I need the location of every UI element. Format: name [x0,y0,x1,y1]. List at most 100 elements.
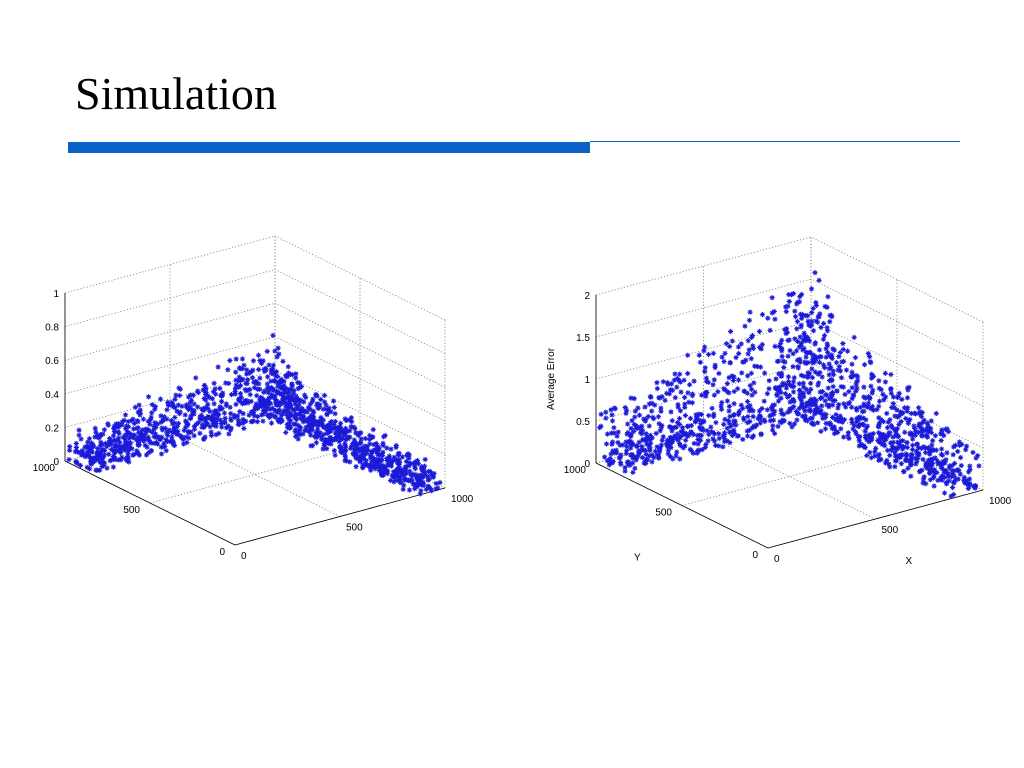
data-point [939,427,945,433]
data-point [906,457,913,463]
data-point [735,377,742,383]
data-point [803,386,809,392]
data-point [887,464,893,470]
data-point [789,383,795,390]
data-point [155,434,161,440]
data-point [295,379,301,386]
data-point [914,441,920,448]
data-point [841,434,847,440]
data-point [218,406,224,412]
data-point [750,414,756,420]
data-point [867,449,873,456]
data-point [174,408,180,414]
data-point [612,450,618,456]
data-point [783,304,789,310]
data-point [671,377,677,383]
data-point [813,408,819,414]
data-point [934,469,940,476]
data-point [783,330,789,337]
data-point [622,404,628,411]
data-point [862,395,868,401]
data-point [696,352,702,358]
data-point [644,441,650,447]
data-point [912,425,918,432]
data-point [699,447,705,453]
data-point [867,354,873,360]
data-point [122,435,128,441]
data-point [813,398,819,404]
data-point [76,449,82,456]
data-point [804,400,810,406]
data-point [882,379,889,385]
data-point [801,330,807,336]
data-point [270,371,276,377]
data-point [841,417,848,423]
data-point [911,410,918,416]
data-point [295,431,301,438]
data-point [99,463,105,470]
data-point [391,479,397,485]
data-point [607,459,613,465]
data-point [782,359,788,365]
data-point [836,353,842,360]
data-point [794,417,800,423]
x-axis-line [234,487,446,546]
data-point [705,351,712,358]
data-point [908,431,914,437]
data-point [280,395,286,402]
data-point [951,473,957,479]
data-point [877,438,883,444]
data-point [357,458,363,465]
data-point [734,433,740,439]
data-point [770,402,776,408]
data-point [949,484,956,491]
data-point [307,401,313,407]
data-point [657,449,663,455]
data-point [280,386,286,393]
data-point [617,460,624,466]
data-point [687,382,693,388]
data-point [747,382,753,389]
data-point [305,418,311,425]
data-point [700,427,706,433]
data-point [843,367,850,373]
data-point [111,444,117,450]
data-point [124,441,130,447]
data-point [418,472,424,478]
data-point [726,375,732,381]
data-point [111,425,117,431]
data-point [342,444,349,451]
data-point [297,380,303,386]
data-point [292,398,299,405]
data-point [787,406,793,412]
data-point [647,448,653,454]
data-point [811,421,817,428]
data-point [148,448,154,454]
data-point [806,402,812,408]
data-point [949,462,955,469]
data-point [961,474,967,481]
data-point [702,444,708,450]
data-point [300,416,306,422]
data-point [349,419,355,425]
data-point [302,427,308,434]
data-point [972,482,979,489]
data-point [321,392,328,399]
data-point [402,471,408,477]
data-point [233,377,239,383]
data-point [608,451,614,457]
data-point [357,454,363,460]
data-point [174,430,180,437]
data-point [925,423,931,429]
data-point [86,448,92,454]
data-point [927,467,933,473]
data-point [130,452,136,458]
data-point [945,473,951,479]
data-point [797,334,803,340]
data-point [816,409,822,416]
data-point [928,418,934,424]
data-point [417,477,424,483]
data-point [742,323,748,329]
data-point [363,450,370,457]
data-point [358,439,364,446]
